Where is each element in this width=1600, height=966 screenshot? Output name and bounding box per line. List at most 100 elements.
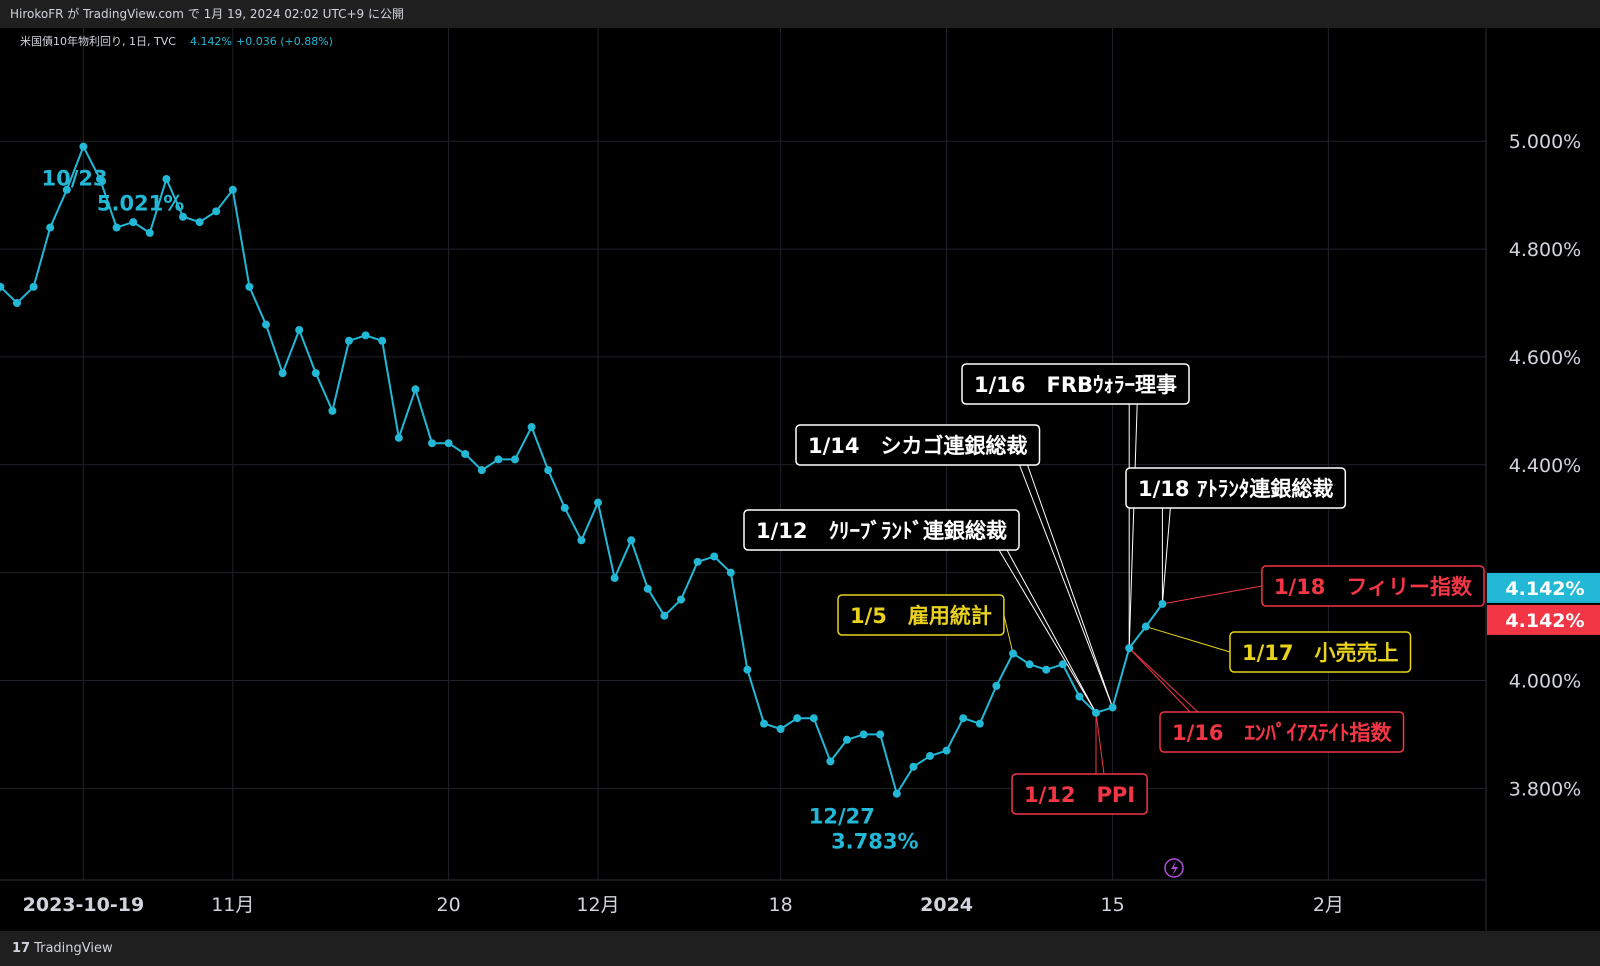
series-point [660, 611, 669, 620]
series-point [909, 762, 918, 771]
series-point [361, 331, 370, 340]
series-point [1058, 660, 1067, 669]
series-point [1092, 708, 1100, 717]
event-connector [1145, 626, 1231, 653]
event-callout[interactable]: 1/16 FRBｳｫﾗｰ理事 [961, 363, 1190, 405]
series-point [145, 228, 154, 237]
event-label: 1/12 ｸﾘｰﾌﾞﾗﾝﾄﾞ連銀総裁 [756, 519, 1007, 543]
series-point [1042, 665, 1051, 674]
tradingview-brand: TradingView [34, 941, 113, 956]
series-point [195, 218, 204, 227]
series-point [677, 595, 685, 604]
series-point [760, 719, 768, 728]
x-tick-label: 20 [437, 894, 461, 916]
series-point [1075, 692, 1084, 701]
series-point [411, 385, 420, 394]
tradingview-logo-glyph: 17 [12, 941, 31, 956]
event-callout[interactable]: 1/12 PPI [1011, 773, 1148, 815]
series-point [62, 185, 71, 194]
y-tick-label: 5.000% [1509, 131, 1581, 153]
symbol-legend[interactable]: 米国債10年物利回り, 1日, TVC 4.142% +0.036 (+0.88… [20, 34, 333, 48]
series-point [826, 757, 835, 766]
x-tick-label: 2023-10-19 [23, 894, 145, 916]
event-label: 1/16 FRBｳｫﾗｰ理事 [974, 373, 1177, 397]
series-point [793, 714, 802, 723]
series-point [1108, 703, 1117, 712]
series-line [0, 144, 1164, 797]
y-tick-label: 4.800% [1509, 239, 1581, 261]
series-point [643, 584, 652, 593]
event-label: 1/17 小売売上 [1242, 641, 1399, 665]
event-labels: 1/16 FRBｳｫﾗｰ理事 1/14 シカゴ連銀総裁 1/18 ｱﾄﾗﾝﾀ連銀総裁… [743, 363, 1485, 815]
event-connector [1128, 647, 1199, 713]
event-connector [1128, 647, 1191, 713]
series-point [378, 336, 387, 345]
series-point [162, 174, 171, 183]
series-point [926, 751, 934, 760]
event-label: 1/14 シカゴ連銀総裁 [808, 434, 1028, 458]
series-point [394, 433, 403, 442]
price-tags: 4.142% 4.142% [1487, 572, 1600, 635]
svg-text:4.142%: 4.142% [1505, 610, 1584, 632]
event-label: 1/5 雇用統計 [850, 604, 992, 628]
series-point [693, 557, 702, 566]
publish-info: HirokoFR が TradingView.com で 1月 19, 2024… [10, 7, 404, 21]
x-tick-label: 2月 [1313, 894, 1344, 916]
series-point [96, 174, 104, 183]
price-axis[interactable]: 3.800% 4.000% 4.400% 4.600% 4.800% 5.000% [1509, 131, 1581, 800]
series-point [262, 320, 270, 329]
event-callout[interactable]: 1/17 小売売上 [1229, 631, 1412, 673]
x-tick-label: 11月 [211, 894, 254, 916]
series-point [1141, 622, 1150, 631]
series-point [29, 282, 38, 291]
chart[interactable]: 3.800%4.000%4.400%4.600%4.800%5.000% 202… [0, 28, 1600, 931]
series-point [743, 665, 752, 674]
series-point [726, 568, 735, 577]
y-tick-label: 4.000% [1509, 670, 1581, 692]
series-point [560, 503, 569, 512]
y-tick-label: 4.600% [1509, 347, 1581, 369]
series-point [627, 536, 636, 545]
event-connector [1095, 712, 1105, 775]
event-callout[interactable]: 1/12 ｸﾘｰﾌﾞﾗﾝﾄﾞ連銀総裁 [743, 509, 1020, 551]
series-point [544, 466, 553, 475]
time-axis[interactable]: 2023-10-19 11月 20 12月 18 2024 15 2月 [23, 894, 1344, 916]
event-connector [998, 549, 1097, 714]
series-point [959, 714, 968, 723]
series-point [79, 142, 88, 151]
value-label: 10/23 [42, 167, 108, 191]
symbol-name: 米国債10年物利回り, 1日, TVC [20, 34, 176, 48]
symbol-value: 4.142% [190, 35, 232, 48]
series-point [1158, 599, 1167, 608]
series-point [843, 735, 851, 744]
publish-bar: HirokoFR が TradingView.com で 1月 19, 2024… [0, 0, 1600, 28]
series-point [311, 369, 320, 378]
chart-background [0, 28, 1600, 931]
series-point [577, 536, 586, 545]
event-connectors [998, 403, 1262, 775]
series-point [278, 369, 287, 378]
event-callout[interactable]: 1/18 フィリー指数 [1261, 565, 1485, 607]
y-tick-label: 4.400% [1509, 455, 1581, 477]
series-point [610, 574, 619, 583]
price-tag: 4.142% [1487, 604, 1600, 635]
footer-bar: 17 TradingView [0, 931, 1600, 966]
series-point [527, 423, 536, 432]
series-point [179, 212, 187, 221]
event-callout[interactable]: 1/18 ｱﾄﾗﾝﾀ連銀総裁 [1125, 467, 1347, 509]
event-connector [1006, 549, 1097, 714]
x-tick-label: 12月 [576, 894, 619, 916]
lightning-icon[interactable] [1164, 858, 1184, 878]
event-connector [1128, 403, 1138, 649]
event-callout[interactable]: 1/5 雇用統計 [837, 594, 1005, 636]
symbol-change: +0.036 (+0.88%) [236, 35, 333, 48]
series-point [859, 730, 868, 739]
event-callout[interactable]: 1/14 シカゴ連銀総裁 [795, 424, 1041, 466]
x-tick-label: 15 [1101, 894, 1125, 916]
tradingview-logo[interactable]: 17 TradingView [12, 931, 113, 966]
event-callout[interactable]: 1/16 ｴﾝﾊﾟｲｱｽﾃｲﾄ指数 [1159, 711, 1405, 753]
series-point [228, 185, 237, 194]
svg-text:4.142%: 4.142% [1505, 578, 1584, 600]
series-point [876, 730, 885, 739]
series-point [295, 325, 304, 334]
